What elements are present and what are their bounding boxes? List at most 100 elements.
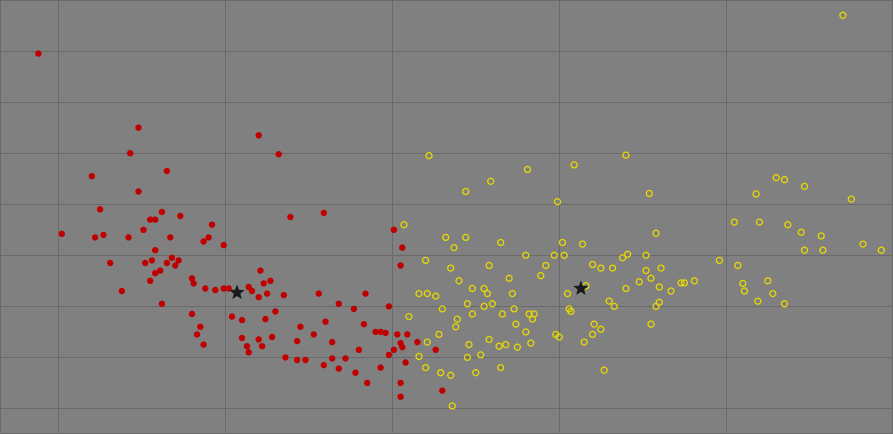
data-point [468, 310, 477, 318]
data-point [100, 231, 107, 239]
data-point [647, 320, 655, 328]
data-point [622, 151, 630, 159]
data-point [382, 329, 389, 337]
data-point [755, 218, 764, 226]
data-point [342, 355, 349, 362]
data-point [839, 11, 847, 19]
data-point [764, 277, 772, 285]
data-point [480, 302, 488, 311]
data-point [769, 289, 777, 298]
data-point [177, 212, 184, 220]
data-point [432, 292, 440, 300]
data-point [255, 336, 262, 343]
data-point [605, 297, 613, 305]
data-point [248, 287, 256, 295]
data-point [487, 177, 495, 185]
data-point [190, 280, 197, 287]
data-point [397, 379, 404, 387]
data-point [423, 289, 431, 298]
data-point [448, 402, 456, 410]
data-point [530, 310, 538, 318]
data-point [477, 351, 485, 359]
data-point [147, 216, 154, 223]
data-point [315, 290, 322, 297]
data-point [212, 286, 219, 294]
data-point [255, 294, 262, 301]
data-point [282, 354, 289, 361]
data-point [423, 338, 431, 346]
data-point [280, 291, 287, 299]
data-point [262, 315, 269, 323]
data-point [400, 221, 408, 229]
data-point [272, 308, 279, 315]
data-point [739, 279, 747, 288]
data-point [125, 234, 132, 241]
data-point [135, 188, 142, 195]
data-point [513, 343, 522, 351]
data-point [268, 333, 276, 341]
data-point [690, 277, 699, 285]
data-point [350, 305, 358, 313]
data-point [172, 262, 179, 269]
data-point [245, 349, 252, 356]
data-point [310, 331, 317, 338]
data-point [497, 363, 505, 372]
data-point [142, 259, 149, 267]
data-point [335, 300, 342, 307]
data-point [608, 264, 617, 272]
data-point [200, 341, 207, 348]
data-point [402, 359, 409, 366]
data-point [622, 284, 630, 293]
data-point [352, 369, 359, 376]
data-point [163, 259, 171, 267]
data-point [404, 331, 411, 338]
data-point [754, 297, 762, 305]
data-point [488, 300, 497, 308]
data-point [293, 337, 301, 345]
data-point [570, 161, 578, 169]
data-point [167, 234, 174, 241]
data-point [118, 287, 126, 295]
data-point [485, 261, 493, 270]
data-point [238, 334, 246, 342]
data-point [565, 305, 573, 313]
data-point [255, 132, 262, 139]
data-point [243, 343, 251, 350]
data-point [127, 150, 134, 157]
data-point [435, 330, 443, 339]
data-point [642, 251, 650, 259]
data-point [415, 352, 423, 361]
data-point [600, 366, 608, 374]
data-point [297, 323, 304, 330]
data-point [652, 302, 660, 311]
data-point [152, 216, 159, 223]
data-point [635, 278, 643, 286]
data-point [553, 198, 562, 206]
data-point [439, 387, 446, 394]
data-point [730, 218, 739, 226]
data-point [377, 364, 384, 371]
data-point [462, 187, 470, 196]
data-point [397, 262, 404, 269]
data-point [193, 331, 201, 338]
data-point [772, 174, 780, 182]
data-point [168, 254, 176, 261]
data-point [158, 300, 166, 307]
data-point [508, 289, 517, 298]
data-point [293, 356, 301, 364]
data-point [523, 165, 532, 174]
data-point [364, 379, 371, 387]
data-point [647, 274, 655, 282]
data-point [377, 328, 384, 336]
data-point [797, 228, 805, 236]
data-point [432, 346, 439, 353]
data-point [35, 50, 42, 57]
data-point [465, 340, 473, 349]
data-point [228, 313, 236, 320]
data-point [202, 285, 209, 292]
data-point [588, 260, 597, 269]
data-point [817, 232, 825, 240]
